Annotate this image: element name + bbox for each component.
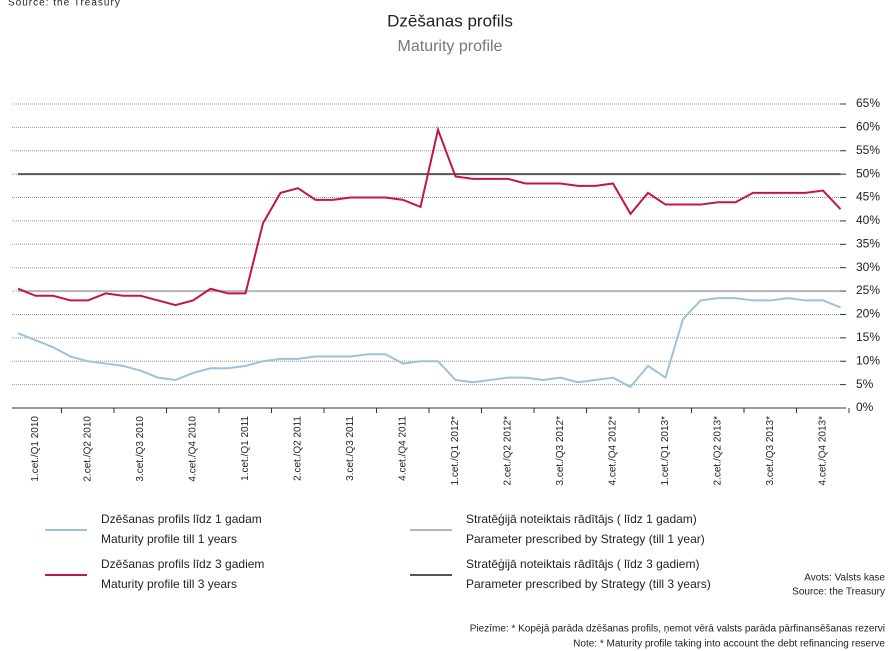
y-tick-label: 30% <box>856 260 880 274</box>
y-tick-label: 25% <box>856 283 880 297</box>
legend-label: Stratēģijā noteiktais rādītājs ( līdz 1 … <box>466 512 697 526</box>
chart-subtitle: Maturity profile <box>398 38 503 55</box>
y-tick-label: 50% <box>856 166 880 180</box>
legend-label: Dzēšanas profils līdz 3 gadiem <box>101 557 264 571</box>
legend-label: Dzēšanas profils līdz 1 gadam <box>101 512 262 526</box>
x-tick-label: 4.cet./Q4 2012* <box>608 416 619 486</box>
x-tick-label: 4.cet./Q4 2010 <box>188 416 199 482</box>
x-tick-label: 1.cet./Q1 2012* <box>450 416 461 486</box>
y-tick-label: 60% <box>856 120 880 134</box>
y-tick-label: 40% <box>856 213 880 227</box>
y-tick-label: 45% <box>856 190 880 204</box>
x-tick-label: 1.cet./Q1 2011 <box>240 416 251 481</box>
y-tick-label: 55% <box>856 143 880 157</box>
x-tick-label: 4.cet./Q4 2013* <box>818 416 829 486</box>
chart-title: Dzēšanas profils <box>387 11 513 30</box>
x-tick-label: 3.cet./Q3 2013* <box>765 416 776 486</box>
legend-label: Maturity profile till 3 years <box>101 577 237 591</box>
legend-label: Maturity profile till 1 years <box>101 532 237 546</box>
series-line <box>17 297 841 389</box>
x-tick-label: 3.cet./Q3 2012* <box>555 416 566 486</box>
x-tick-label: 1.cet./Q1 2013* <box>660 416 671 486</box>
x-tick-label: 3.cet./Q3 2011 <box>345 416 356 481</box>
x-tick-label: 2.cet./Q2 2010 <box>83 416 94 482</box>
series-line <box>17 126 842 307</box>
y-tick-label: 15% <box>856 330 880 344</box>
y-tick-label: 20% <box>856 307 880 321</box>
x-tick-label: 1.cet./Q1 2010 <box>30 416 41 482</box>
x-tick-label: 2.cet./Q2 2011 <box>293 416 304 481</box>
y-tick-label: 10% <box>856 353 880 367</box>
y-tick-label: 65% <box>856 96 880 110</box>
note: Note: * Maturity profile taking into acc… <box>573 639 885 650</box>
legend-label: Parameter prescribed by Strategy (till 1… <box>466 532 705 546</box>
x-tick-label: 3.cet./Q3 2010 <box>135 416 146 482</box>
x-tick-label: 2.cet./Q2 2012* <box>503 416 514 486</box>
x-tick-label: 2.cet./Q2 2013* <box>713 416 724 486</box>
note: Piezīme: * Kopējā parāda dzēšanas profil… <box>470 624 885 635</box>
top-source: Source: the Treasury <box>8 0 121 9</box>
legend-label: Stratēģijā noteiktais rādītājs ( līdz 3 … <box>466 557 699 571</box>
y-tick-label: 35% <box>856 236 880 250</box>
y-tick-label: 0% <box>856 400 874 414</box>
x-tick-label: 4.cet./Q4 2011 <box>398 416 409 481</box>
legend-label: Parameter prescribed by Strategy (till 3… <box>466 577 711 591</box>
source: Source: the Treasury <box>792 587 885 598</box>
source: Avots: Valsts kase <box>804 573 885 584</box>
y-tick-label: 5% <box>856 377 874 391</box>
